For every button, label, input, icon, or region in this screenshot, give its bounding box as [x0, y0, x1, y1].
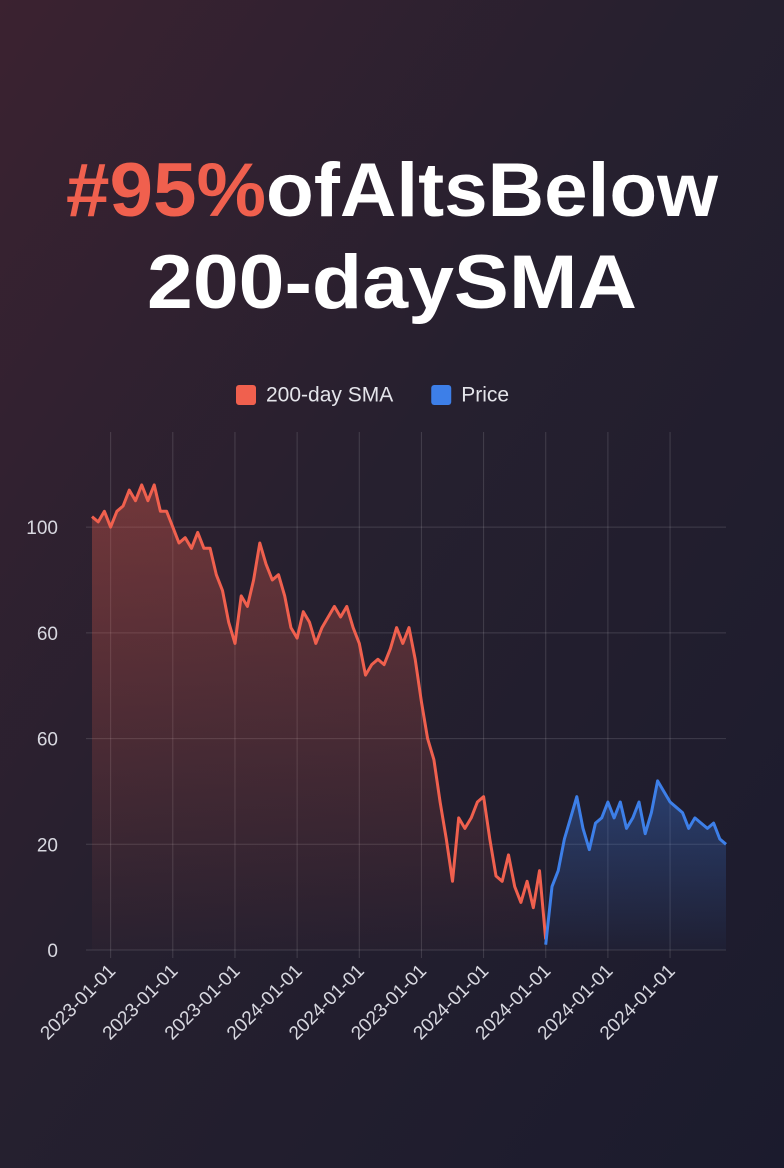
line	[544, 779, 727, 945]
y-tick-label: 100	[26, 518, 58, 539]
legend-label: Price	[461, 384, 509, 407]
area	[545, 780, 726, 950]
legend-swatch	[236, 385, 256, 405]
y-tick-label: 20	[37, 835, 58, 856]
chart-title: #95%ofAltsBelow	[66, 148, 719, 233]
legend-label: 200-day SMA	[266, 384, 393, 407]
y-tick-label: 60	[37, 624, 58, 645]
title-text: ofAltsBelow	[266, 148, 719, 233]
line	[91, 483, 548, 940]
area	[92, 484, 546, 950]
y-tick-label: 0	[47, 941, 58, 962]
chart-title-line2: 200-daySMA	[147, 240, 637, 325]
title-highlight: #95%	[66, 148, 266, 233]
legend-swatch	[431, 385, 452, 405]
legend: 200-day SMA Price	[236, 384, 509, 407]
y-tick-label: 60	[37, 730, 58, 751]
